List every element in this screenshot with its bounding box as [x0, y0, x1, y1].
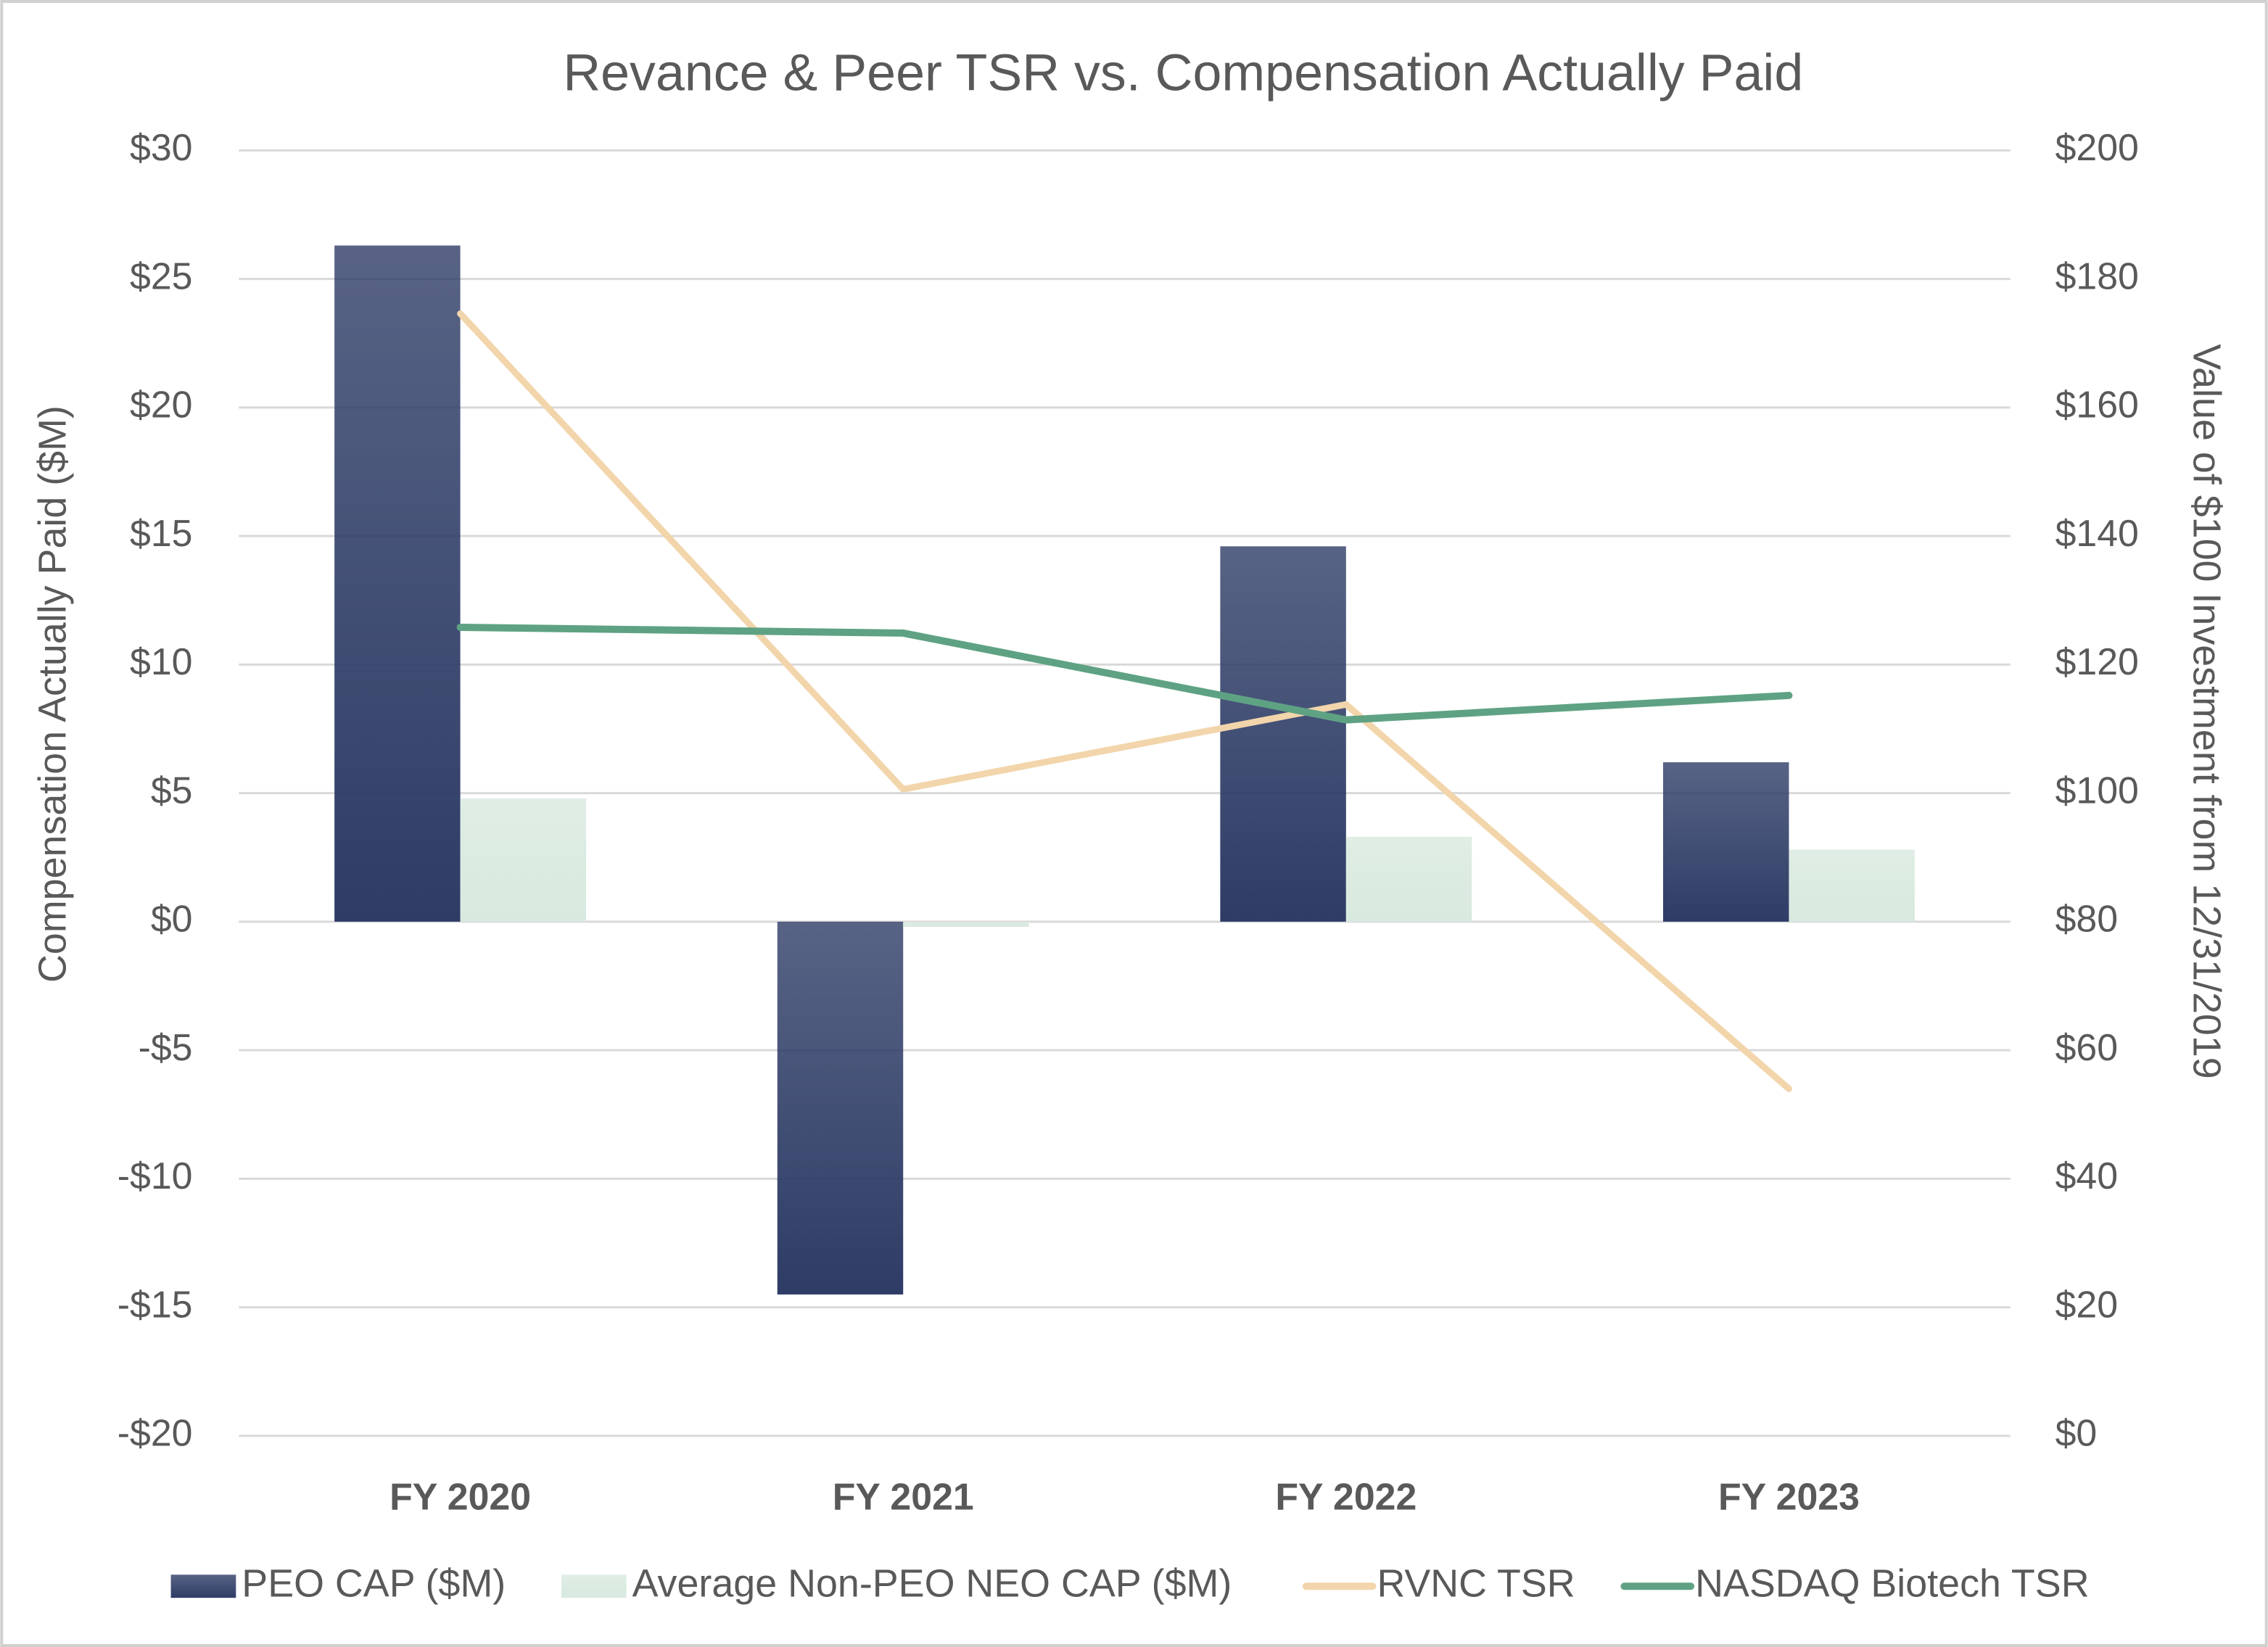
- legend-label: NASDAQ Biotech TSR: [1695, 1561, 2089, 1605]
- y-tick-label: -$5: [139, 1026, 193, 1068]
- line: [457, 310, 1792, 1092]
- y2-tick-label: $80: [2055, 898, 2118, 940]
- y2-tick-label: $160: [2055, 384, 2139, 426]
- bar: [903, 921, 1029, 927]
- y2-axis-title: Value of $100 Investment from 12/31/2019: [2185, 344, 2229, 1078]
- bar: [334, 245, 461, 922]
- bar: [1345, 836, 1472, 922]
- y2-tick-label: $0: [2055, 1412, 2098, 1454]
- legend-swatch: [561, 1574, 627, 1598]
- y-tick-label: $10: [130, 640, 192, 682]
- bar: [1663, 762, 1789, 922]
- y-tick-label: $5: [151, 769, 193, 811]
- y2-tick-label: $20: [2055, 1283, 2118, 1325]
- legend-swatch: [170, 1574, 236, 1598]
- y-tick-label: $15: [130, 512, 192, 554]
- bar: [777, 921, 904, 1295]
- legend-label: RVNC TSR: [1377, 1561, 1575, 1605]
- y2-tick-label: $180: [2055, 255, 2139, 297]
- y2-tick-label: $120: [2055, 640, 2139, 682]
- legend-label: PEO CAP ($M): [242, 1561, 506, 1605]
- y-axis-title: Compensation Actually Paid ($M): [30, 405, 74, 983]
- chart-title: Revance & Peer TSR vs. Compensation Actu…: [563, 44, 1803, 102]
- legend-label: Average Non-PEO NEO CAP ($M): [632, 1561, 1232, 1605]
- y-tick-label: -$20: [117, 1412, 193, 1454]
- bar: [1220, 546, 1346, 922]
- y2-tick-label: $60: [2055, 1026, 2118, 1068]
- y2-tick-label: $40: [2055, 1155, 2118, 1197]
- y2-tick-label: $100: [2055, 769, 2139, 811]
- y-tick-label: -$10: [117, 1155, 193, 1197]
- y-tick-label: -$15: [117, 1283, 193, 1325]
- y2-tick-label: $140: [2055, 512, 2139, 554]
- x-tick-label: FY 2023: [1718, 1475, 1860, 1517]
- x-tick-label: FY 2020: [389, 1475, 531, 1517]
- x-tick-label: FY 2021: [833, 1475, 974, 1517]
- y-tick-label: $20: [130, 384, 192, 426]
- y-tick-label: $0: [151, 898, 193, 940]
- bar: [1789, 849, 1915, 922]
- x-tick-label: FY 2022: [1275, 1475, 1417, 1517]
- y-tick-label: $25: [130, 255, 192, 297]
- bar: [460, 798, 587, 922]
- line: [456, 623, 1793, 724]
- y2-tick-label: $200: [2055, 126, 2139, 168]
- y-tick-label: $30: [130, 126, 192, 168]
